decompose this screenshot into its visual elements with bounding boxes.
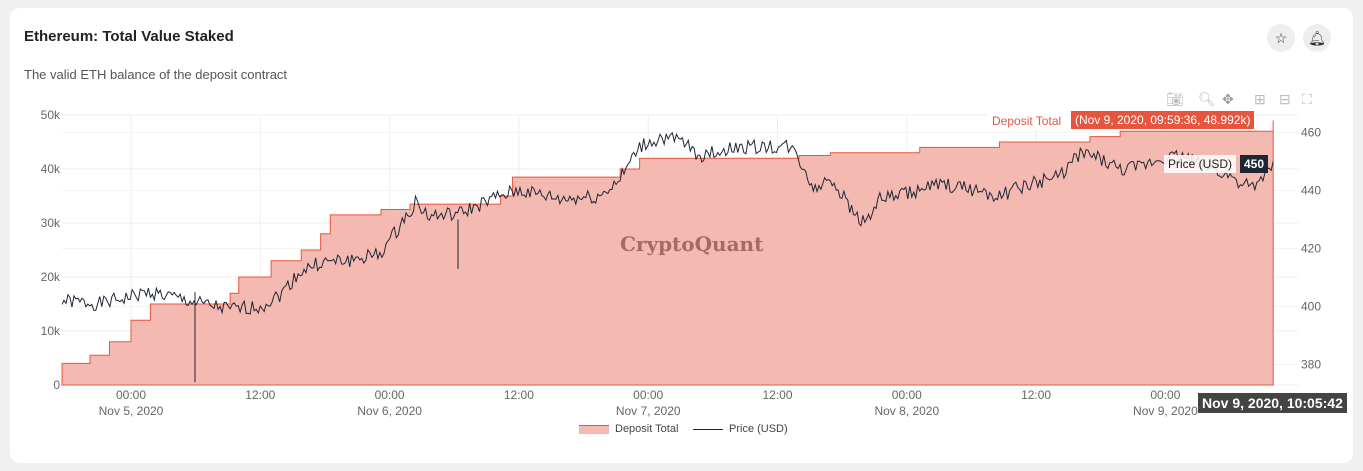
y-left-tick-label: 10k xyxy=(41,324,61,338)
x-tick-date-label: Nov 6, 2020 xyxy=(357,404,422,418)
legend-price[interactable]: Price (USD) xyxy=(693,423,788,435)
x-tick-label: 12:00 xyxy=(762,388,792,402)
legend-label: Price (USD) xyxy=(729,423,788,435)
x-tick-label: 00:00 xyxy=(116,388,146,402)
zoom-icon[interactable]: 🔍︎ xyxy=(1198,91,1216,107)
x-tick-date-label: Nov 5, 2020 xyxy=(99,404,164,418)
time-tooltip: Nov 9, 2020, 10:05:42 xyxy=(1198,393,1347,413)
y-left-tick-label: 50k xyxy=(41,108,61,122)
x-tick-date-label: Nov 9, 2020 xyxy=(1133,404,1198,418)
star-icon[interactable]: ☆ xyxy=(1267,24,1295,52)
zoom-out-icon[interactable]: ⊟ xyxy=(1279,91,1291,107)
y-right-tick-label: 420 xyxy=(1301,242,1321,256)
pan-icon[interactable]: ✥ xyxy=(1222,91,1234,107)
y-left-tick-label: 0 xyxy=(53,378,60,392)
x-tick-label: 12:00 xyxy=(245,388,275,402)
page-title: Ethereum: Total Value Staked xyxy=(24,28,234,45)
camera-icon[interactable]: 📷︎ xyxy=(1166,91,1184,107)
y-right-tick-label: 400 xyxy=(1301,300,1321,314)
x-tick-label: 00:00 xyxy=(633,388,663,402)
price-tooltip-label: Price (USD) xyxy=(1164,155,1237,173)
y-left-tick-label: 20k xyxy=(41,270,61,284)
x-tick-date-label: Nov 8, 2020 xyxy=(874,404,939,418)
price-line xyxy=(61,131,1274,315)
y-left-tick-label: 30k xyxy=(41,216,61,230)
price-tooltip-value: 450 xyxy=(1240,155,1269,173)
legend-swatch xyxy=(579,424,609,434)
legend-swatch xyxy=(693,428,723,430)
zoom-in-icon[interactable]: ⊞ xyxy=(1254,91,1266,107)
autoscale-icon[interactable]: ⛶ xyxy=(1302,91,1312,107)
x-tick-label: 12:00 xyxy=(1021,388,1051,402)
bell-icon[interactable]: 🔔︎ xyxy=(1303,24,1331,52)
y-right-tick-label: 380 xyxy=(1301,358,1321,372)
page-subtitle: The valid ETH balance of the deposit con… xyxy=(24,67,288,82)
legend-deposit-total[interactable]: Deposit Total xyxy=(579,423,678,435)
deposit-tooltip-label: Deposit Total xyxy=(988,112,1066,130)
y-left-tick-label: 40k xyxy=(41,162,61,176)
x-tick-label: 00:00 xyxy=(375,388,405,402)
y-right-tick-label: 460 xyxy=(1301,125,1321,139)
deposit-tooltip-value: (Nov 9, 2020, 09:59:36, 48.992k) xyxy=(1071,111,1255,129)
x-tick-label: 00:00 xyxy=(1150,388,1180,402)
y-right-tick-label: 440 xyxy=(1301,183,1321,197)
watermark: CryptoQuant xyxy=(620,232,764,256)
legend-label: Deposit Total xyxy=(615,423,679,435)
x-tick-label: 00:00 xyxy=(892,388,922,402)
x-tick-date-label: Nov 7, 2020 xyxy=(616,404,681,418)
x-tick-label: 12:00 xyxy=(504,388,534,402)
